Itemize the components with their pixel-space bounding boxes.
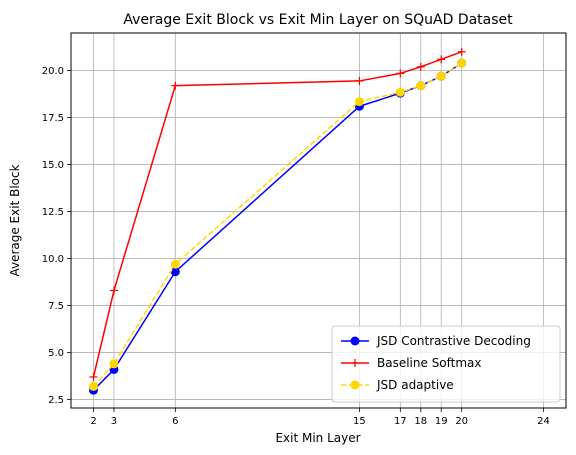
data-point xyxy=(354,97,364,107)
x-tick-label: 3 xyxy=(111,416,117,427)
y-tick-label: 2.5 xyxy=(48,395,64,406)
legend-item: JSD adaptive xyxy=(341,378,454,392)
y-tick-label: 17.5 xyxy=(42,113,64,124)
series-2 xyxy=(89,58,467,391)
data-point xyxy=(109,286,118,295)
x-tick-label: 19 xyxy=(435,416,448,427)
series-line xyxy=(92,51,462,378)
x-ticks: 2 3 6 15 17 18 19 20 24 xyxy=(90,408,550,427)
chart-title: Average Exit Block vs Exit Min Layer on … xyxy=(123,12,513,28)
y-tick-label: 12.5 xyxy=(42,207,64,218)
legend-label: Baseline Softmax xyxy=(377,356,482,370)
x-tick-label: 17 xyxy=(394,416,407,427)
legend-marker xyxy=(350,336,360,346)
legend-item: JSD Contrastive Decoding xyxy=(341,334,531,348)
data-point xyxy=(436,71,446,81)
y-tick-label: 15.0 xyxy=(42,160,64,171)
data-point xyxy=(457,58,467,68)
y-tick-label: 20.0 xyxy=(42,66,64,77)
y-axis-label: Average Exit Block xyxy=(8,164,22,276)
x-tick-label: 2 xyxy=(90,416,96,427)
series-1 xyxy=(89,47,466,381)
x-tick-label: 18 xyxy=(414,416,427,427)
data-point xyxy=(170,259,180,269)
legend-item: Baseline Softmax xyxy=(341,356,482,370)
x-tick-label: 6 xyxy=(172,416,178,427)
y-ticks: 2.5 5.0 7.5 10.0 12.5 15.0 17.5 20.0 xyxy=(42,66,71,406)
x-tick-label: 24 xyxy=(537,416,550,427)
x-tick-label: 15 xyxy=(353,416,366,427)
data-point xyxy=(416,81,426,91)
data-point xyxy=(89,381,98,391)
legend-marker xyxy=(350,380,360,390)
legend-label: JSD adaptive xyxy=(376,378,454,392)
y-tick-label: 5.0 xyxy=(48,348,64,359)
y-tick-label: 7.5 xyxy=(48,301,64,312)
legend-label: JSD Contrastive Decoding xyxy=(376,334,531,348)
data-point xyxy=(396,69,405,78)
y-tick-label: 10.0 xyxy=(42,254,64,265)
plot-frame xyxy=(70,32,567,409)
legend-box xyxy=(331,325,561,403)
legend: JSD Contrastive Decoding Baseline Softmax… xyxy=(331,325,561,403)
data-point xyxy=(457,47,466,56)
data-point xyxy=(170,267,180,277)
x-axis-label: Exit Min Layer xyxy=(275,431,360,445)
x-tick-label: 20 xyxy=(455,416,468,427)
data-point xyxy=(437,55,446,64)
data-point xyxy=(395,87,405,97)
data-point xyxy=(355,76,364,85)
data-point xyxy=(109,359,119,369)
data-point xyxy=(416,62,425,71)
legend-marker xyxy=(351,359,359,367)
data-point xyxy=(89,372,98,381)
data-point xyxy=(171,81,180,90)
series-layer xyxy=(89,47,467,395)
